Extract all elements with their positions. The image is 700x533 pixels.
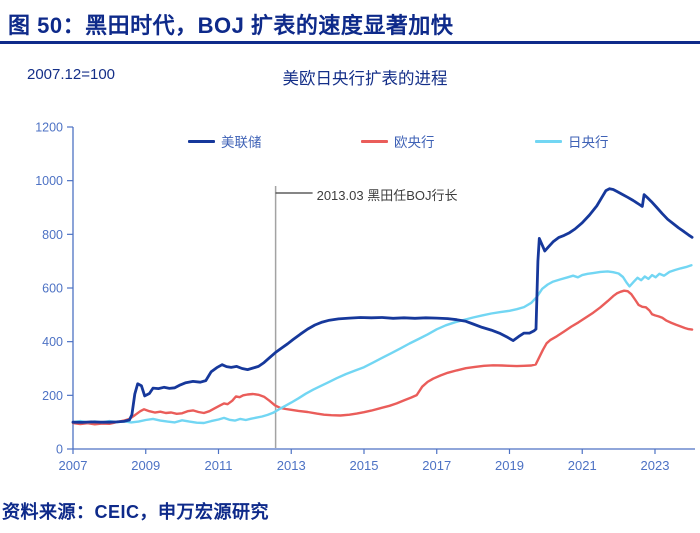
legend-item-boj: 日央行	[535, 131, 609, 151]
x-tick-label: 2023	[641, 458, 670, 473]
y-tick-label: 400	[42, 335, 63, 349]
y-tick-label: 1000	[35, 174, 63, 188]
index-base-note: 2007.12=100	[27, 66, 116, 83]
series-line-boj	[71, 264, 693, 425]
series-line-ecb	[71, 289, 694, 426]
boj-line-swatch	[535, 139, 562, 143]
x-tick-label: 2007	[59, 458, 88, 473]
legend-label-ecb: 欧央行	[394, 135, 435, 150]
x-tick-label: 2021	[568, 458, 597, 473]
x-tick-label: 2019	[495, 458, 524, 473]
legend-item-ecb: 欧央行	[361, 131, 435, 151]
x-tick-label: 2009	[131, 458, 160, 473]
x-tick-label: 2011	[205, 458, 233, 473]
y-tick-label: 1200	[35, 121, 63, 135]
title-underline-rule	[0, 41, 700, 44]
legend-item-fed: 美联储	[188, 131, 262, 151]
chart-title: 美欧日央行扩表的进程	[282, 70, 448, 88]
y-tick-label: 0	[56, 443, 63, 457]
x-tick-label: 2017	[422, 458, 451, 473]
fed-line-swatch	[188, 139, 215, 143]
series-line-fed	[71, 187, 694, 424]
ecb-line-swatch	[361, 139, 388, 143]
y-tick-label: 800	[42, 228, 63, 242]
x-tick-label: 2013	[277, 458, 306, 473]
kuroda-annotation-text: 2013.03 黑田任BOJ行长	[316, 188, 458, 203]
legend-label-fed: 美联储	[221, 135, 262, 150]
source-line: 资料来源：CEIC，申万宏源研究	[2, 502, 270, 522]
legend-label-boj: 日央行	[568, 135, 609, 150]
x-tick-label: 2015	[350, 458, 379, 473]
figure-title: 图 50：黑田时代，BOJ 扩表的速度显著加快	[8, 13, 454, 38]
y-tick-label: 200	[42, 389, 63, 403]
y-tick-label: 600	[42, 282, 63, 296]
